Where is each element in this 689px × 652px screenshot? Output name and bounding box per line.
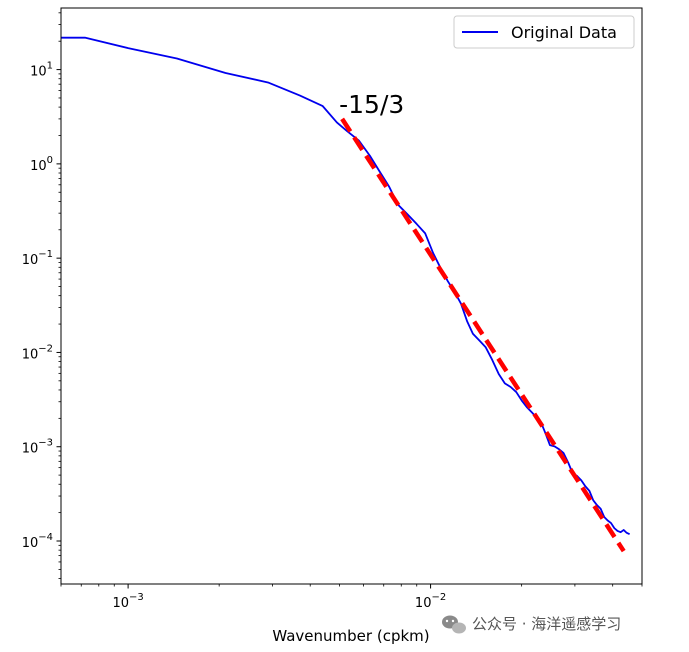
- annotation-slope: -15/3: [339, 90, 404, 119]
- watermark: 公众号 · 海洋遥感学习: [442, 615, 621, 634]
- x-tick-label: 10−3: [112, 592, 143, 611]
- legend[interactable]: Original Data: [453, 15, 635, 49]
- y-tick-label: 10−2: [22, 343, 53, 362]
- y-tick-label: 10−4: [22, 532, 53, 551]
- x-axis-label: Wavenumber (cpkm): [272, 627, 429, 645]
- series-layer: [61, 36, 630, 553]
- wechat-icon: [442, 615, 466, 634]
- plot-frame: [60, 7, 643, 585]
- y-tick-label: 10−1: [22, 249, 53, 268]
- legend-box: [453, 15, 635, 49]
- watermark-text: 公众号 · 海洋遥感学习: [472, 615, 621, 633]
- legend-label-original-data: Original Data: [511, 23, 617, 42]
- x-tick-label: 10−2: [415, 592, 446, 611]
- y-tick-label: 101: [30, 61, 53, 80]
- y-tick-label: 100: [30, 155, 53, 174]
- y-tick-label: 10−3: [22, 438, 53, 457]
- fit-line-dashed: [340, 117, 626, 553]
